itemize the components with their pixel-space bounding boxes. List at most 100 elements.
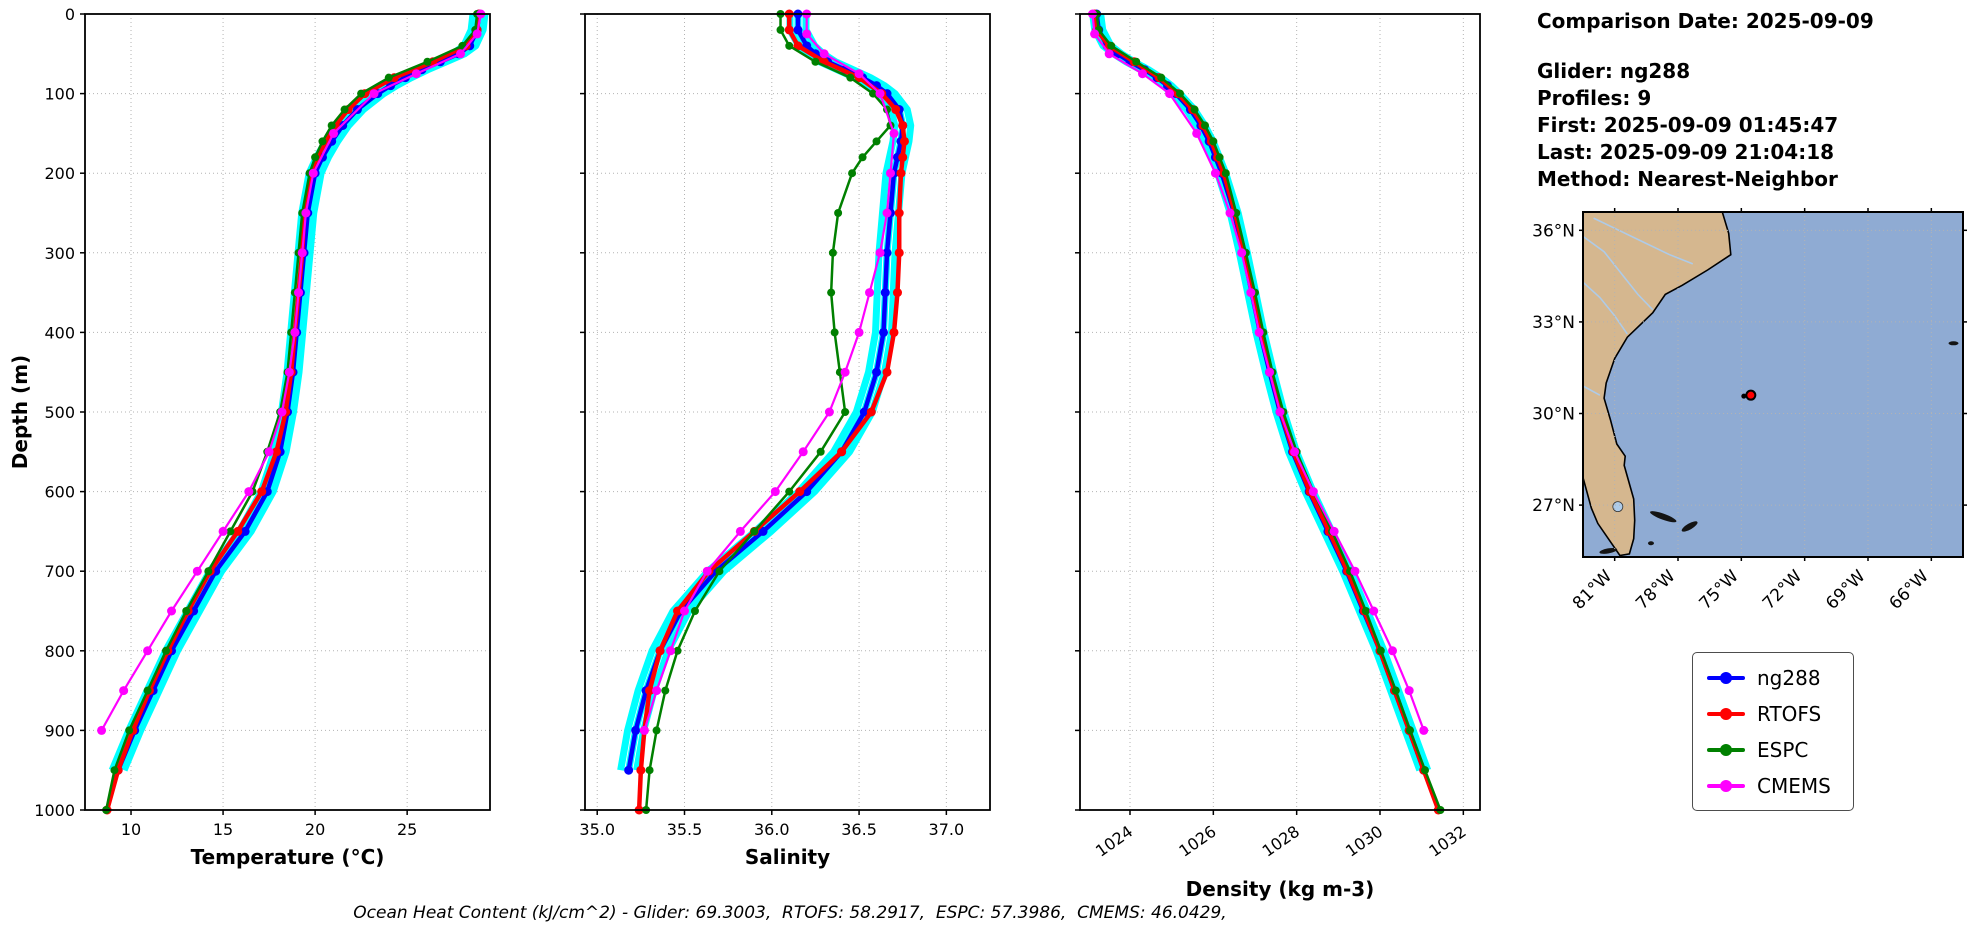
ng288-line-swatch — [1707, 671, 1745, 684]
series-marker-ESPC — [1132, 57, 1141, 66]
raw-profile-envelope — [617, 14, 899, 771]
series-marker-ESPC — [715, 567, 724, 576]
series-marker-ESPC — [125, 726, 134, 735]
series-marker-CMEMS — [1237, 248, 1247, 258]
y-tick-label: 800 — [44, 642, 75, 661]
series-marker-ESPC — [869, 89, 878, 98]
series-marker-ESPC — [1376, 646, 1385, 655]
series-marker-CMEMS — [1165, 89, 1175, 99]
series-marker-ESPC — [327, 121, 336, 130]
series-marker-RTOFS — [889, 327, 899, 337]
legend-item-rtofs: RTOFS — [1707, 701, 1831, 726]
series-marker-CMEMS — [369, 89, 379, 99]
first-time-text: First: 2025-09-09 01:45:47 — [1537, 113, 1839, 137]
map-lat-label: 36°N — [1532, 221, 1575, 241]
y-tick-label: 300 — [44, 244, 75, 263]
cmems-line-swatch — [1707, 779, 1745, 792]
series-marker-CMEMS — [294, 288, 304, 298]
legend-label-espc: ESPC — [1757, 737, 1809, 762]
series-marker-RTOFS — [896, 168, 906, 178]
map-island — [1650, 511, 1677, 523]
series-marker-CMEMS — [167, 606, 177, 616]
rtofs-marker-icon — [1720, 707, 1732, 720]
series-marker-CMEMS — [1225, 208, 1235, 218]
salinity-profile-chart: 35.0 35.5 36.0 36.5 37.0 Salinity — [579, 9, 991, 869]
y-tick-label: 400 — [44, 323, 75, 342]
x-tick-label: 1032 — [1425, 822, 1469, 861]
info-gap — [1537, 35, 1874, 58]
density-profile-chart: 1024 1026 1028 1030 1032 Density (kg m-3) — [1075, 9, 1481, 901]
x-tick-label: 1024 — [1092, 822, 1136, 861]
series-marker-CMEMS — [652, 686, 662, 696]
map-river — [1582, 235, 1654, 311]
method-text: Method: Nearest-Neighbor — [1537, 167, 1838, 191]
y-tick-label: 100 — [44, 85, 75, 104]
espc-line-swatch — [1707, 743, 1745, 756]
series-marker-ESPC — [340, 105, 349, 114]
series-marker-RTOFS — [645, 686, 655, 696]
series-marker-ESPC — [384, 73, 393, 82]
series-marker-CMEMS — [1090, 29, 1100, 39]
x-tick-label: 1030 — [1342, 822, 1386, 861]
series-marker-CMEMS — [854, 69, 864, 79]
series-marker-ESPC — [143, 686, 152, 695]
series-marker-CMEMS — [882, 208, 892, 218]
series-marker-CMEMS — [264, 447, 274, 457]
comparison-date-text: Comparison Date: 2025-09-09 — [1537, 9, 1874, 33]
legend: ng288 RTOFS ESPC CMEMS — [1692, 652, 1854, 811]
map-island — [1599, 547, 1618, 554]
series-marker-CMEMS — [143, 646, 153, 656]
series-marker-CMEMS — [297, 248, 307, 258]
series-marker-ESPC — [785, 487, 794, 496]
series-marker-ESPC — [846, 73, 855, 82]
glider-text: Glider: ng288 — [1537, 59, 1691, 83]
series-marker-ng288 — [879, 327, 889, 337]
series-marker-ng288 — [793, 25, 803, 35]
series-marker-ESPC — [1215, 153, 1224, 162]
series-marker-CMEMS — [244, 487, 254, 497]
series-marker-ESPC — [318, 137, 327, 146]
series-marker-ESPC — [811, 57, 820, 66]
y-tick-label: 600 — [44, 483, 75, 502]
map-lon-label: 81°W — [1569, 566, 1616, 613]
series-marker-RTOFS — [894, 208, 904, 218]
series-marker-ESPC — [776, 25, 785, 34]
rtofs-line-swatch — [1707, 707, 1745, 720]
series-marker-RTOFS — [636, 765, 646, 775]
series-marker-ESPC — [872, 137, 881, 146]
series-marker-ng288 — [882, 248, 892, 258]
series-marker-CMEMS — [97, 725, 107, 735]
series-marker-CMEMS — [1275, 407, 1285, 417]
map-river — [1582, 281, 1628, 335]
series-marker-ESPC — [830, 328, 839, 337]
glider-track-dot — [1741, 393, 1747, 399]
series-marker-RTOFS — [257, 487, 267, 497]
series-marker-ng288 — [859, 407, 869, 417]
series-marker-CMEMS — [290, 327, 300, 337]
series-marker-CMEMS — [1104, 49, 1114, 59]
series-marker-RTOFS — [795, 487, 805, 497]
raw-profile-envelope — [120, 13, 489, 772]
series-marker-ESPC — [1232, 209, 1241, 217]
map-river — [1593, 217, 1694, 265]
series-marker-ESPC — [690, 607, 699, 615]
series-marker-CMEMS — [119, 686, 129, 696]
map-border — [1582, 211, 1964, 558]
x-tick-label: 37.0 — [929, 820, 965, 839]
ohc-footer: Ocean Heat Content (kJ/cm^2) - Glider: 6… — [353, 903, 1227, 923]
profiles-text: Profiles: 9 — [1537, 86, 1652, 110]
series-marker-CMEMS — [854, 327, 864, 337]
series-marker-ESPC — [1361, 607, 1370, 615]
map-lon-label: 66°W — [1886, 566, 1933, 613]
series-marker-RTOFS — [899, 136, 909, 146]
series-marker-CMEMS — [1308, 487, 1318, 497]
map-lat-label: 30°N — [1532, 405, 1575, 425]
espc-marker-icon — [1720, 743, 1732, 756]
info-panel: Comparison Date: 2025-09-09 Glider: ng28… — [1537, 8, 1874, 193]
series-marker-ESPC — [661, 686, 670, 695]
x-tick-label: 35.5 — [667, 820, 703, 839]
map-lon-label: 78°W — [1632, 566, 1679, 613]
map-lat-label: 33°N — [1532, 313, 1575, 333]
series-marker-CMEMS — [770, 487, 780, 497]
